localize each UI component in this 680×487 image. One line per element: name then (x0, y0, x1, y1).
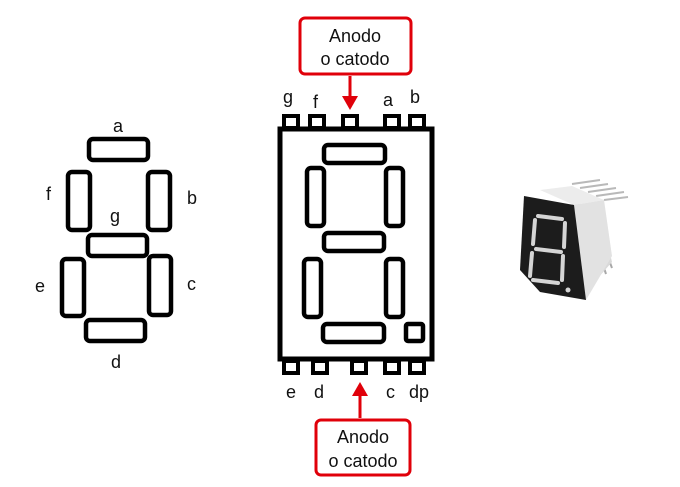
pin-b (408, 114, 426, 130)
pin-c (383, 359, 401, 375)
label-d: d (111, 352, 121, 372)
segment-e (59, 256, 87, 319)
pin-common-bottom (350, 359, 368, 375)
top-pin-label-f: f (313, 92, 319, 112)
pkg-segment-a (321, 142, 388, 166)
label-e: e (35, 276, 45, 296)
pkg-segment-dp (403, 321, 426, 344)
pin-e (282, 359, 300, 375)
pkg-segment-f (304, 165, 327, 229)
pin-d (311, 359, 329, 375)
top-pin-label-a: a (383, 90, 394, 110)
segment-b (145, 169, 173, 233)
bottom-pin-label-d: d (314, 382, 324, 402)
label-f: f (46, 184, 52, 204)
label-a: a (113, 116, 124, 136)
label-b: b (187, 188, 197, 208)
pkg-segment-e (301, 256, 324, 320)
pin-common-top (341, 114, 359, 130)
pkg-segment-b (383, 165, 406, 229)
bottom-callout: Anodo o catodo (314, 382, 412, 477)
top-arrowhead (342, 96, 358, 110)
seven-segment-display-photo (520, 179, 629, 300)
segment-a (86, 136, 151, 163)
pin-a (383, 114, 401, 130)
segment-g (85, 232, 150, 259)
top-callout-line1: Anodo (329, 26, 381, 46)
bottom-callout-line1: Anodo (337, 427, 389, 447)
top-pins (282, 114, 426, 130)
bottom-pins (282, 359, 426, 375)
label-g: g (110, 206, 120, 226)
pin-dp (408, 359, 426, 375)
top-callout-line2: o catodo (320, 49, 389, 69)
label-c: c (187, 274, 196, 294)
pin-f (308, 114, 326, 130)
top-pin-label-b: b (410, 87, 420, 107)
pkg-segment-c (383, 256, 406, 320)
pkg-segment-d (320, 321, 387, 345)
segment-d (83, 317, 148, 344)
top-pin-label-g: g (283, 87, 293, 107)
top-callout: Anodo o catodo (298, 16, 413, 110)
bottom-callout-line2: o catodo (328, 451, 397, 471)
pkg-segment-g (321, 230, 387, 254)
bottom-pin-label-dp: dp (409, 382, 429, 402)
bottom-arrowhead (352, 382, 368, 396)
segment-c (146, 253, 174, 318)
package-segments (301, 142, 426, 345)
bottom-pin-label-c: c (386, 382, 395, 402)
segment-f (65, 169, 93, 233)
pin-g (282, 114, 300, 130)
bottom-pin-label-e: e (286, 382, 296, 402)
left-segment-diagram (59, 136, 174, 344)
